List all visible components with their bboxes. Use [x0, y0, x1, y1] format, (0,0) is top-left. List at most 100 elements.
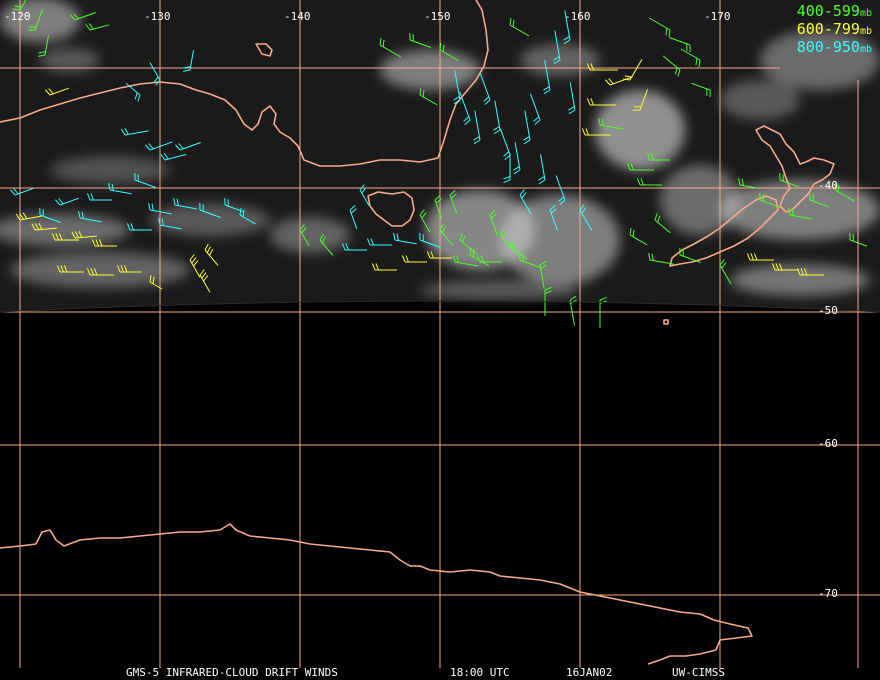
legend-800-950: 800-950mb: [797, 38, 872, 59]
wind-barb: [199, 202, 221, 218]
legend-unit: mb: [859, 44, 872, 55]
lon-label-150: -150: [424, 10, 451, 23]
wind-barb: [626, 163, 654, 171]
wind-barb: [371, 263, 397, 271]
wind-barb: [199, 269, 211, 293]
wind-barb: [359, 184, 370, 206]
wind-barb: [719, 259, 732, 285]
wind-barb: [379, 38, 402, 58]
wind-barb: [419, 232, 441, 248]
wind-barb: [509, 18, 530, 37]
wind-barb: [539, 260, 547, 289]
wind-barb: [126, 223, 152, 231]
antarctica-coast: [0, 523, 753, 665]
wind-barb: [479, 73, 491, 106]
wind-barb: [543, 60, 551, 95]
wind-barb: [648, 253, 674, 265]
wind-barb: [120, 128, 149, 136]
wind-barb: [553, 30, 561, 65]
wind-barb: [299, 224, 310, 246]
wind-barb: [519, 252, 541, 268]
wind-barb: [51, 233, 79, 241]
wind-barb: [519, 189, 532, 215]
wind-barb: [189, 254, 201, 278]
wind-barb: [449, 189, 458, 214]
wind-barb: [85, 23, 110, 31]
wind-barb: [108, 183, 132, 195]
footer-time: 18:00 UTC: [450, 666, 510, 679]
wind-barb: [779, 172, 799, 188]
lon-label-140: -140: [284, 10, 311, 23]
wind-barb: [134, 172, 156, 188]
wind-barb: [366, 238, 392, 246]
wind-barb: [453, 70, 461, 105]
wind-barb: [116, 265, 142, 273]
wind-barb: [629, 228, 648, 246]
wind-barb: [679, 247, 701, 263]
wind-barb: [78, 211, 102, 223]
wind-barb: [419, 88, 438, 106]
wind-barb: [513, 142, 521, 175]
legend-unit: mb: [859, 26, 872, 37]
lon-label-130: -130: [144, 10, 171, 23]
wind-barb: [555, 175, 566, 206]
wind-barb: [341, 243, 367, 251]
wind-barb: [204, 243, 219, 266]
footer-date: 16JAN02: [566, 666, 613, 679]
wind-barb: [149, 62, 161, 86]
wind-barb: [662, 55, 681, 77]
wind-barb: [148, 203, 172, 215]
small-island: [255, 43, 273, 57]
wind-barb: [632, 89, 648, 111]
wind-barb: [393, 233, 417, 245]
wind-barb: [489, 209, 498, 236]
lat-label-60: -60: [818, 437, 838, 450]
wind-barb: [654, 213, 671, 234]
wind-barb: [419, 209, 431, 233]
footer-product: GMS-5 INFRARED-CLOUD DRIFT WINDS: [126, 666, 338, 679]
wind-barb: [680, 48, 701, 67]
wind-barb: [239, 208, 256, 225]
wind-barb: [598, 118, 624, 130]
wind-barbs: [9, 0, 868, 328]
wind-barb: [160, 153, 187, 161]
tasmania-coast: [367, 191, 415, 227]
cloud-layer: [0, 0, 880, 300]
wind-barb: [691, 82, 711, 98]
wind-barb: [796, 268, 824, 276]
wind-barb: [38, 35, 49, 57]
wind-barb: [563, 10, 571, 45]
wind-barb: [426, 251, 452, 259]
wind-barb: [44, 87, 69, 96]
new-zealand-north-coast: [755, 125, 835, 213]
lord-howe-island: [663, 319, 669, 325]
wind-barb: [499, 228, 515, 253]
wind-barb: [401, 255, 427, 263]
wind-barb: [738, 178, 758, 189]
wind-barb: [529, 93, 541, 126]
wind-barb: [173, 198, 197, 210]
footer-source: UW-CIMSS: [672, 666, 725, 679]
wind-barb: [509, 238, 528, 260]
wind-barb: [834, 183, 855, 202]
wind-barb: [183, 50, 194, 72]
imagery-limb: [0, 300, 880, 313]
wind-barb: [69, 12, 96, 21]
wind-barb: [646, 153, 670, 161]
wind-barb: [91, 239, 117, 247]
wind-barb: [771, 263, 799, 271]
wind-barb: [523, 110, 531, 145]
legend-600-799: 600-799mb: [797, 20, 872, 41]
wind-barb: [759, 192, 781, 208]
lat-label-50: -50: [818, 304, 838, 317]
lon-label-170: -170: [704, 10, 731, 23]
wind-barb: [144, 141, 173, 151]
wind-barb: [579, 204, 593, 232]
wind-barb: [581, 128, 611, 136]
wind-barb: [538, 154, 546, 185]
wind-barb: [149, 275, 163, 290]
wind-barb: [27, 9, 43, 31]
wind-barb: [503, 154, 511, 184]
wind-barb: [544, 286, 552, 316]
